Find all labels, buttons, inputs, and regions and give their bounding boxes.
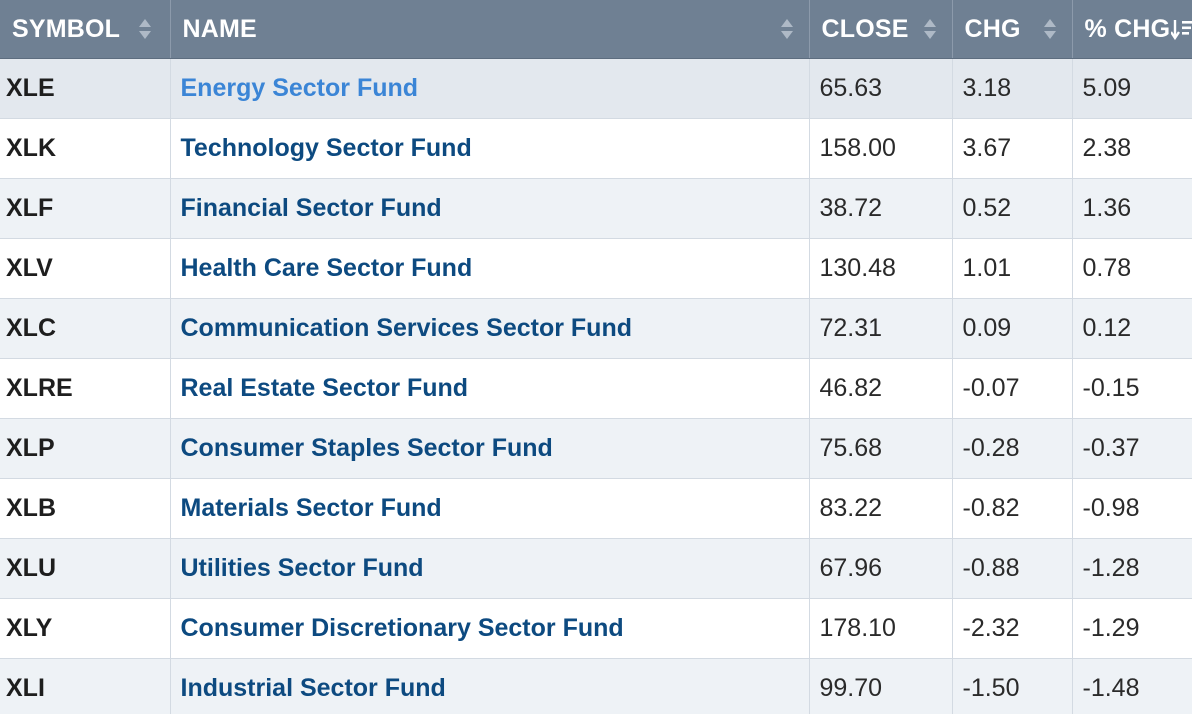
chg-cell: -1.50 (952, 658, 1073, 714)
sort-icon[interactable] (779, 17, 795, 41)
fund-name-link[interactable]: Real Estate Sector Fund (180, 373, 469, 402)
close-cell: 38.72 (809, 178, 953, 239)
chg-cell: -0.07 (952, 358, 1073, 419)
column-header-label: CLOSE (821, 14, 909, 43)
fund-name-link[interactable]: Technology Sector Fund (180, 133, 472, 162)
header-row: SYMBOL NAME CLOSE (0, 0, 1192, 59)
sort-descending-icon[interactable] (1170, 17, 1192, 41)
fund-name-link[interactable]: Industrial Sector Fund (180, 673, 446, 702)
table-body: XLE Energy Sector Fund 65.63 3.18 5.09 XLK Tec… (0, 58, 1192, 714)
close-cell: 83.22 (809, 478, 953, 539)
table-row[interactable]: XLE Energy Sector Fund 65.63 3.18 5.09 (0, 58, 1192, 119)
close-cell: 46.82 (809, 358, 953, 419)
sort-icon[interactable] (137, 17, 153, 41)
chg-cell: -0.88 (952, 538, 1073, 599)
close-cell: 65.63 (809, 58, 953, 119)
column-header-label: CHG (964, 14, 1021, 43)
chg-cell: 0.09 (952, 298, 1073, 359)
fund-name-link[interactable]: Consumer Discretionary Sector Fund (180, 613, 624, 642)
symbol-cell: XLC (0, 298, 171, 359)
chg-cell: -0.82 (952, 478, 1073, 539)
name-cell: Consumer Discretionary Sector Fund (170, 598, 810, 659)
symbol-cell: XLK (0, 118, 171, 179)
chg-cell: -2.32 (952, 598, 1073, 659)
chg-cell: 0.52 (952, 178, 1073, 239)
pct-chg-cell: -0.37 (1072, 418, 1192, 479)
sort-icon[interactable] (1042, 17, 1058, 41)
pct-chg-cell: 0.78 (1072, 238, 1192, 299)
table-row[interactable]: XLP Consumer Staples Sector Fund 75.68 -0.2… (0, 418, 1192, 479)
symbol-cell: XLRE (0, 358, 171, 419)
table-row[interactable]: XLC Communication Services Sector Fund 72.… (0, 298, 1192, 359)
name-cell: Financial Sector Fund (170, 178, 810, 239)
pct-chg-cell: -1.29 (1072, 598, 1192, 659)
chg-cell: 1.01 (952, 238, 1073, 299)
fund-name-link[interactable]: Communication Services Sector Fund (180, 313, 633, 342)
chg-cell: 3.67 (952, 118, 1073, 179)
name-cell: Technology Sector Fund (170, 118, 810, 179)
chg-cell: -0.28 (952, 418, 1073, 479)
chg-cell: 3.18 (952, 58, 1073, 119)
pct-chg-cell: -0.15 (1072, 358, 1192, 419)
name-cell: Real Estate Sector Fund (170, 358, 810, 419)
name-cell: Industrial Sector Fund (170, 658, 810, 714)
fund-name-link[interactable]: Energy Sector Fund (180, 73, 419, 102)
close-cell: 75.68 (809, 418, 953, 479)
column-header-chg[interactable]: CHG (952, 0, 1073, 59)
pct-chg-cell: 2.38 (1072, 118, 1192, 179)
column-header-symbol[interactable]: SYMBOL (0, 0, 171, 59)
table-row[interactable]: XLV Health Care Sector Fund 130.48 1.01 0.78 (0, 238, 1192, 299)
pct-chg-cell: -1.48 (1072, 658, 1192, 714)
fund-name-link[interactable]: Financial Sector Fund (180, 193, 442, 222)
table-row[interactable]: XLK Technology Sector Fund 158.00 3.67 2.38 (0, 118, 1192, 179)
symbol-cell: XLB (0, 478, 171, 539)
close-cell: 72.31 (809, 298, 953, 359)
symbol-cell: XLP (0, 418, 171, 479)
column-header-close[interactable]: CLOSE (809, 0, 953, 59)
fund-name-link[interactable]: Utilities Sector Fund (180, 553, 424, 582)
symbol-cell: XLI (0, 658, 171, 714)
pct-chg-cell: -0.98 (1072, 478, 1192, 539)
close-cell: 99.70 (809, 658, 953, 714)
pct-chg-cell: 5.09 (1072, 58, 1192, 119)
table-row[interactable]: XLY Consumer Discretionary Sector Fund 178… (0, 598, 1192, 659)
close-cell: 130.48 (809, 238, 953, 299)
symbol-cell: XLY (0, 598, 171, 659)
table-row[interactable]: XLI Industrial Sector Fund 99.70 -1.50 -1.48 (0, 658, 1192, 714)
column-header-pct-chg[interactable]: % CHG (1072, 0, 1192, 59)
pct-chg-cell: 0.12 (1072, 298, 1192, 359)
name-cell: Communication Services Sector Fund (170, 298, 810, 359)
sort-icon[interactable] (922, 17, 938, 41)
table-row[interactable]: XLB Materials Sector Fund 83.22 -0.82 -0.98 (0, 478, 1192, 539)
close-cell: 178.10 (809, 598, 953, 659)
table-row[interactable]: XLU Utilities Sector Fund 67.96 -0.88 -1.28 (0, 538, 1192, 599)
pct-chg-cell: -1.28 (1072, 538, 1192, 599)
symbol-cell: XLF (0, 178, 171, 239)
close-cell: 67.96 (809, 538, 953, 599)
column-header-name[interactable]: NAME (170, 0, 810, 59)
column-header-label: % CHG (1084, 14, 1171, 43)
column-header-label: NAME (182, 14, 257, 43)
symbol-cell: XLV (0, 238, 171, 299)
name-cell: Health Care Sector Fund (170, 238, 810, 299)
symbol-cell: XLE (0, 58, 171, 119)
name-cell: Consumer Staples Sector Fund (170, 418, 810, 479)
table-row[interactable]: XLRE Real Estate Sector Fund 46.82 -0.07 -0.… (0, 358, 1192, 419)
symbol-cell: XLU (0, 538, 171, 599)
close-cell: 158.00 (809, 118, 953, 179)
column-header-label: SYMBOL (12, 14, 121, 43)
table-row[interactable]: XLF Financial Sector Fund 38.72 0.52 1.36 (0, 178, 1192, 239)
fund-name-link[interactable]: Materials Sector Fund (180, 493, 442, 522)
pct-chg-cell: 1.36 (1072, 178, 1192, 239)
name-cell: Materials Sector Fund (170, 478, 810, 539)
fund-name-link[interactable]: Consumer Staples Sector Fund (180, 433, 553, 462)
name-cell: Utilities Sector Fund (170, 538, 810, 599)
fund-name-link[interactable]: Health Care Sector Fund (180, 253, 473, 282)
name-cell: Energy Sector Fund (170, 58, 810, 119)
